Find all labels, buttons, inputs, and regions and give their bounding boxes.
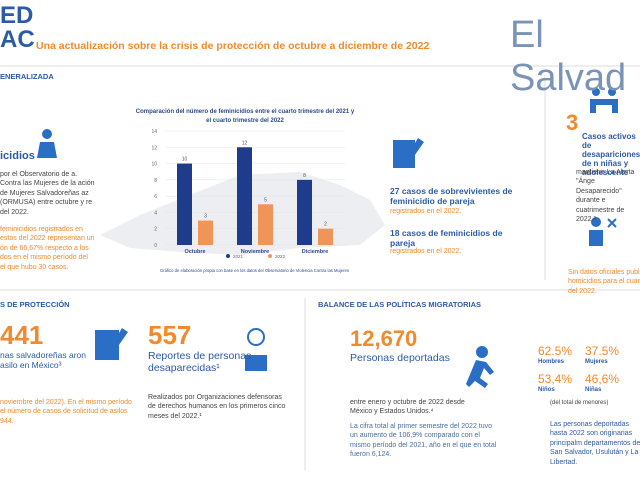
- note: (del total de menores): [550, 400, 609, 406]
- stat-text: registrados en el 2022.: [390, 248, 462, 255]
- bar: [237, 147, 252, 245]
- subtitle: Una actualización sobre la crisis de pro…: [36, 40, 430, 52]
- legend-label: 2021: [233, 254, 244, 259]
- country: El Salvad: [510, 14, 627, 99]
- stat-title: 18 casos de feminicidios de pareja: [390, 228, 503, 248]
- y-tick-label: 2: [154, 227, 157, 233]
- stat-label: Niños: [538, 387, 555, 393]
- chart-note: Gráfico de elaboración propia con base e…: [160, 268, 349, 273]
- paragraph: entre enero y octubre de 2022 desde Méxi…: [350, 399, 465, 416]
- logo: ED AC: [0, 4, 35, 52]
- y-tick-label: 4: [154, 210, 157, 216]
- stat-label: Hombres: [538, 359, 565, 365]
- value-label: 3: [204, 214, 207, 220]
- stat-value: 53,4%: [538, 372, 573, 386]
- x-tick-label: Noviembre: [241, 249, 269, 255]
- paragraph: noviembre del 2022). En el mismo período…: [0, 399, 132, 425]
- legend-swatch: [268, 254, 272, 258]
- stat-value: 46,6%: [585, 372, 620, 386]
- paragraph: Realizados por Organizaciones defensoras…: [148, 394, 286, 420]
- value-label: 10: [182, 157, 188, 163]
- paragraph: por el Observatorio de a. Contra las Muj…: [0, 171, 95, 216]
- stat-number: 557: [148, 320, 192, 350]
- paragraph: mantiene La Alerta "Ánge Desaparecido" d…: [576, 169, 635, 224]
- highlight: feminicidios registrados en estos del 20…: [0, 226, 95, 271]
- stat-label: Mujeres: [585, 359, 608, 365]
- legend-label: 2022: [275, 254, 286, 259]
- section-heading: BALANCE DE LAS POLÍTICAS MIGRATORIAS: [318, 300, 482, 309]
- stat-title: Casos activos de desapariciones de n niñ…: [582, 132, 640, 177]
- y-tick-label: 12: [151, 145, 157, 151]
- paragraph: La cifra total al primer semestre del 20…: [350, 423, 497, 459]
- bar: [297, 179, 312, 245]
- logo-line: ED: [0, 2, 34, 29]
- stat-text: registrados en el 2022.: [390, 208, 462, 215]
- legend-swatch: [226, 254, 230, 258]
- logo-line: AC: [0, 26, 35, 53]
- stat-title: nas salvadoreñas aron asilo en México³: [0, 350, 87, 370]
- bar: [258, 204, 273, 245]
- y-tick-label: 6: [154, 194, 157, 200]
- stat-label: Niñas: [585, 387, 602, 393]
- section-heading: S DE PROTECCIÓN: [0, 300, 70, 309]
- value-label: 12: [242, 140, 248, 146]
- value-label: 8: [303, 173, 306, 179]
- y-tick-label: 0: [154, 243, 157, 249]
- section-title: icidios: [0, 150, 35, 162]
- stat-title: Personas deportadas: [350, 352, 450, 364]
- icons: [37, 88, 618, 388]
- stat-number: 441: [0, 320, 44, 350]
- paragraph: Las personas deportadas hasta 2022 son o…: [550, 421, 640, 466]
- bar: [318, 228, 333, 245]
- x-tick-label: Octubre: [184, 249, 205, 255]
- chart-title: Comparación del número de feminicidios e…: [136, 109, 355, 124]
- y-tick-label: 14: [151, 129, 157, 135]
- note: Sin datos oficiales publi homicidios par…: [568, 269, 640, 295]
- value-label: 2: [324, 222, 327, 228]
- section-heading: ENERALIZADA: [0, 72, 54, 81]
- bar: [177, 163, 192, 245]
- stat-value: 37.5%: [585, 344, 620, 358]
- stat-title: 27 casos de sobrevivientes de feminicidi…: [390, 186, 513, 206]
- chart: Comparación del número de feminicidios e…: [136, 109, 355, 273]
- y-tick-label: 10: [151, 162, 157, 168]
- stat-title: Reportes de personas desaparecidas¹: [148, 350, 252, 374]
- x-tick-label: Diciembre: [302, 249, 329, 255]
- stat-number: 12,670: [350, 326, 418, 351]
- value-label: 5: [264, 197, 267, 203]
- y-tick-label: 8: [154, 178, 157, 184]
- stat-value: 62.5%: [538, 344, 573, 358]
- bar: [198, 220, 213, 245]
- stat-number: 3: [566, 110, 579, 135]
